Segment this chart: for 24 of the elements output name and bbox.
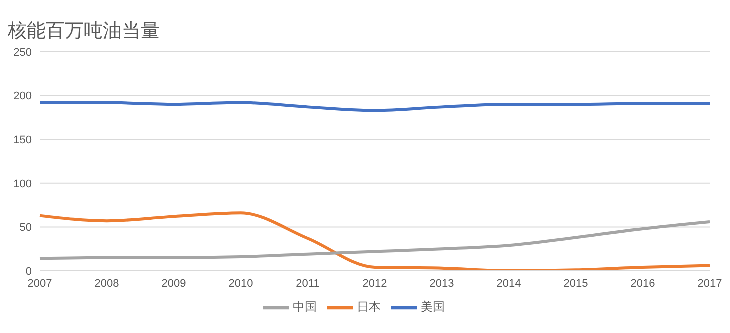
line-series [38,212,712,271]
legend-label: 日本 [357,300,381,314]
x-tick-label: 2008 [94,278,120,290]
x-tick-label: 2009 [162,278,186,290]
y-tick-label: 200 [14,90,32,103]
y-tick-label: 50 [20,222,32,234]
x-tick-label: 2010 [228,278,254,290]
line-series [38,101,712,112]
y-tick-label: 150 [14,134,32,147]
x-tick-label: 2007 [28,278,52,290]
x-tick-label: 2016 [630,278,656,290]
legend-label: 中国 [293,300,317,314]
y-tick-label: 250 [14,46,32,59]
x-tick-label: 2017 [698,278,722,290]
x-tick-label: 2012 [362,278,388,290]
x-tick-label: 2015 [564,278,588,290]
x-tick-label: 2013 [430,278,454,290]
chart-title: 核能百万吨油当量 [8,20,160,44]
line-series [38,220,712,260]
y-tick-label: 100 [14,178,32,190]
x-tick-label: 2011 [296,278,320,290]
y-tick-label: 0 [26,266,32,278]
x-tick-label: 2014 [496,278,522,290]
legend-label: 美国 [421,300,445,314]
